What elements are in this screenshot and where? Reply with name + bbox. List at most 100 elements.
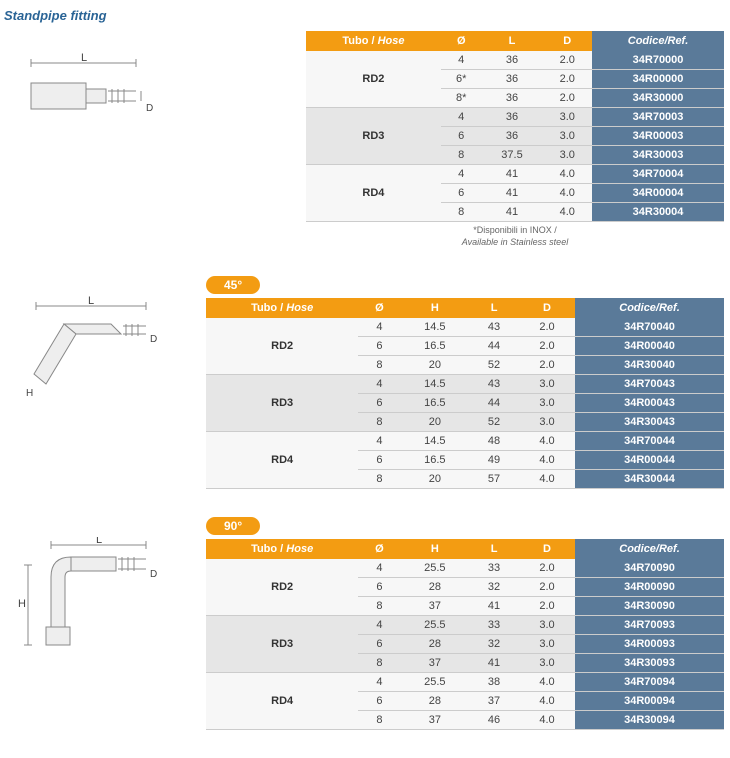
ref-cell: 34R70000 (592, 51, 724, 70)
data-cell: 8 (358, 413, 400, 432)
svg-text:D: D (150, 334, 157, 345)
data-cell: 4.0 (542, 203, 592, 222)
table-row: RD4425.5384.034R70094 (206, 673, 724, 692)
data-cell: 4.0 (519, 451, 575, 470)
data-cell: 2.0 (519, 597, 575, 616)
angle-badge: 90° (206, 517, 260, 535)
data-cell: 3.0 (519, 635, 575, 654)
data-cell: 6* (441, 70, 482, 89)
ref-cell: 34R30000 (592, 89, 724, 108)
data-cell: 4 (358, 616, 400, 635)
data-cell: 41 (482, 184, 543, 203)
col-D: D (542, 31, 592, 51)
col-hose: Tubo / Hose (306, 31, 441, 51)
data-cell: 14.5 (401, 318, 470, 337)
col-D: D (519, 298, 575, 318)
data-cell: 4 (358, 318, 400, 337)
data-cell: 3.0 (542, 127, 592, 146)
ref-cell: 34R00094 (575, 692, 724, 711)
data-cell: 38 (469, 673, 519, 692)
table-row: RD3425.5333.034R70093 (206, 616, 724, 635)
data-cell: 37.5 (482, 146, 543, 165)
data-cell: 41 (469, 654, 519, 673)
data-cell: 3.0 (519, 616, 575, 635)
data-cell: 6 (358, 635, 400, 654)
data-cell: 44 (469, 337, 519, 356)
data-cell: 25.5 (401, 559, 470, 578)
col-H: H (401, 539, 470, 559)
ref-cell: 34R70004 (592, 165, 724, 184)
svg-text:L: L (88, 296, 94, 307)
hose-cell: RD3 (206, 616, 358, 673)
ref-cell: 34R30094 (575, 711, 724, 730)
data-cell: 49 (469, 451, 519, 470)
data-cell: 4.0 (542, 165, 592, 184)
data-cell: 8 (358, 597, 400, 616)
section-45: L D H 45°Tubo / HoseØHLDCodice/Ref.RD241… (0, 276, 730, 489)
data-cell: 48 (469, 432, 519, 451)
data-cell: 32 (469, 578, 519, 597)
data-cell: 36 (482, 108, 543, 127)
hose-cell: RD4 (206, 673, 358, 730)
ref-cell: 34R00044 (575, 451, 724, 470)
data-cell: 8 (358, 356, 400, 375)
data-cell: 8 (358, 654, 400, 673)
data-cell: 8 (441, 146, 482, 165)
data-cell: 25.5 (401, 616, 470, 635)
col-hose: Tubo / Hose (206, 298, 358, 318)
col-L: L (469, 298, 519, 318)
data-cell: 4 (441, 165, 482, 184)
data-cell: 36 (482, 51, 543, 70)
table-row: RD2414.5432.034R70040 (206, 318, 724, 337)
data-cell: 57 (469, 470, 519, 489)
data-cell: 37 (401, 711, 470, 730)
ref-cell: 34R00043 (575, 394, 724, 413)
data-cell: 6 (358, 692, 400, 711)
data-cell: 4.0 (519, 673, 575, 692)
data-cell: 20 (401, 413, 470, 432)
data-cell: 4.0 (519, 692, 575, 711)
data-cell: 3.0 (519, 413, 575, 432)
data-cell: 2.0 (542, 70, 592, 89)
data-cell: 41 (482, 203, 543, 222)
hose-cell: RD4 (206, 432, 358, 489)
table-row: RD2425.5332.034R70090 (206, 559, 724, 578)
hose-cell: RD3 (306, 108, 441, 165)
data-cell: 4 (358, 432, 400, 451)
data-cell: 4 (358, 375, 400, 394)
data-cell: 6 (358, 578, 400, 597)
table-90: 90°Tubo / HoseØHLDCodice/Ref.RD2425.5332… (206, 517, 724, 730)
data-cell: 2.0 (542, 51, 592, 70)
data-cell: 33 (469, 559, 519, 578)
ref-cell: 34R00093 (575, 635, 724, 654)
ref-cell: 34R70094 (575, 673, 724, 692)
ref-cell: 34R70093 (575, 616, 724, 635)
col-ref: Codice/Ref. (592, 31, 724, 51)
data-cell: 28 (401, 692, 470, 711)
data-cell: 43 (469, 318, 519, 337)
data-cell: 28 (401, 578, 470, 597)
ref-cell: 34R70003 (592, 108, 724, 127)
col-diam: Ø (441, 31, 482, 51)
footnote: *Disponibili in INOX /Available in Stain… (306, 225, 724, 248)
data-cell: 16.5 (401, 337, 470, 356)
data-cell: 8* (441, 89, 482, 108)
data-cell: 4 (358, 673, 400, 692)
ref-cell: 34R30004 (592, 203, 724, 222)
data-cell: 52 (469, 413, 519, 432)
ref-cell: 34R30090 (575, 597, 724, 616)
table-row: RD24362.034R70000 (306, 51, 724, 70)
data-cell: 37 (401, 597, 470, 616)
data-cell: 20 (401, 470, 470, 489)
col-diam: Ø (358, 298, 400, 318)
svg-text:D: D (150, 569, 157, 580)
ref-cell: 34R70090 (575, 559, 724, 578)
col-L: L (469, 539, 519, 559)
col-D: D (519, 539, 575, 559)
data-cell: 14.5 (401, 375, 470, 394)
ref-cell: 34R00040 (575, 337, 724, 356)
data-cell: 25.5 (401, 673, 470, 692)
table-45: 45°Tubo / HoseØHLDCodice/Ref.RD2414.5432… (206, 276, 724, 489)
data-cell: 33 (469, 616, 519, 635)
data-cell: 2.0 (519, 559, 575, 578)
